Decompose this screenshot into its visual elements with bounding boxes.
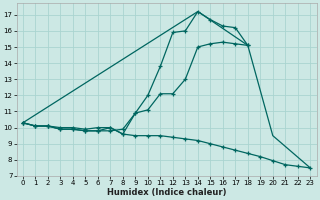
X-axis label: Humidex (Indice chaleur): Humidex (Indice chaleur) [107, 188, 226, 197]
